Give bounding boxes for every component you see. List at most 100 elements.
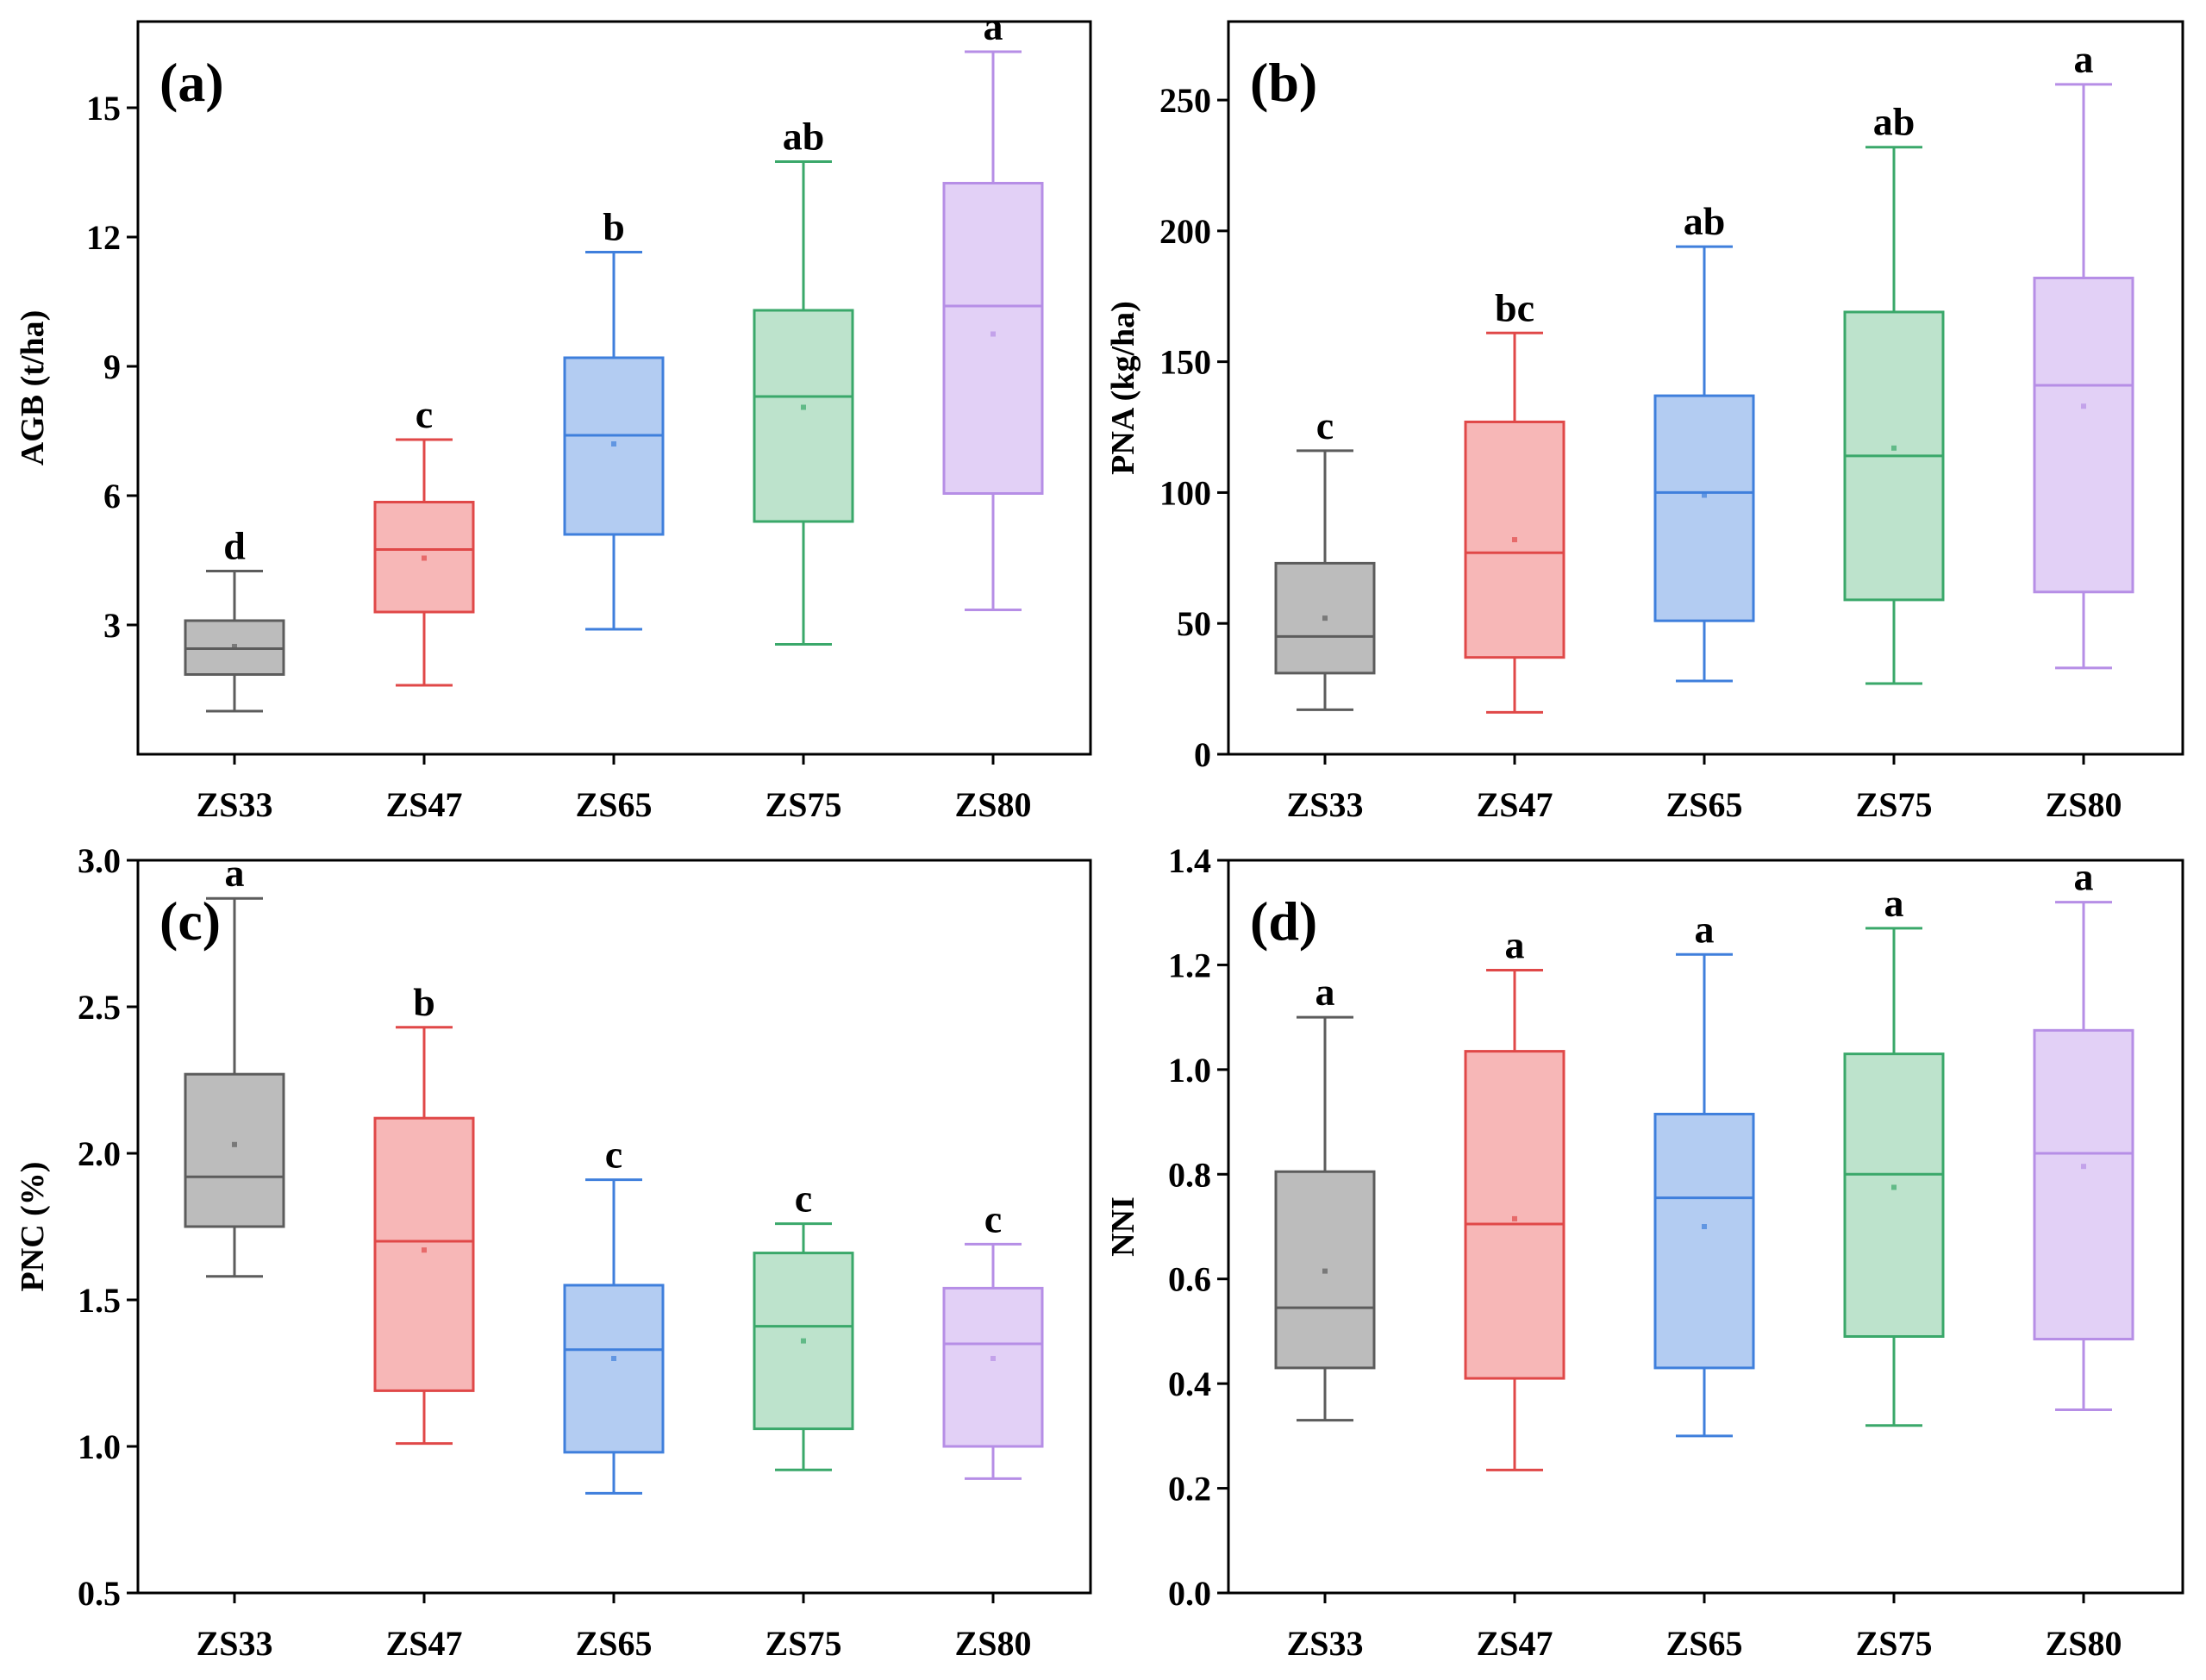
mean-marker [801,404,806,410]
iqr-box [2033,1028,2134,1341]
box-zs75: ab [753,115,854,646]
y-tick-label: 150 [1159,343,1211,382]
x-tick-label: ZS80 [2046,1624,2122,1663]
iqr-box [942,182,1044,495]
box-zs65: c [563,1133,665,1495]
mean-marker [1891,1184,1897,1190]
mean-marker [611,441,616,447]
mean-marker [2081,1164,2086,1170]
x-tick-label: ZS65 [576,1624,653,1663]
iqr-box [1653,1112,1755,1370]
y-tick-label: 3.0 [78,841,121,880]
panel-label: (b) [1250,52,1317,113]
significance-label: a [1315,970,1335,1014]
x-tick-label: ZS75 [766,785,842,824]
mean-marker [611,1356,616,1361]
box-zs80: a [2033,855,2134,1411]
iqr-box [942,1286,1044,1448]
y-tick-label: 200 [1159,212,1211,251]
x-tick-label: ZS75 [1856,785,1933,824]
y-tick-label: 100 [1159,473,1211,512]
panel-label: (c) [159,890,221,952]
iqr-box [1653,394,1755,622]
iqr-box [1843,1052,1945,1338]
y-tick-label: 1.2 [1168,946,1211,984]
mean-marker [232,644,237,649]
significance-label: a [225,851,245,895]
x-tick-label: ZS33 [197,1624,273,1663]
x-tick-label: ZS33 [1287,1624,1364,1663]
y-tick-label: 3 [103,606,121,645]
significance-label: c [984,1196,1002,1240]
mean-marker [991,331,996,337]
box-zs75: ab [1843,100,1945,685]
iqr-box [1464,1050,1565,1380]
x-tick-label: ZS75 [1856,1624,1933,1663]
iqr-box [753,309,854,523]
x-tick-label: ZS47 [386,1624,463,1663]
mean-marker [422,555,427,561]
y-tick-label: 0.2 [1168,1470,1211,1508]
box-zs33: c [1274,403,1376,711]
y-tick-label: 2.0 [78,1134,121,1173]
box-zs65: b [563,205,665,631]
mean-marker [422,1247,427,1253]
mean-marker [2081,403,2086,409]
box-zs47: a [1464,923,1565,1471]
y-tick-label: 1.0 [78,1427,121,1466]
significance-label: c [795,1177,812,1221]
x-tick-label: ZS47 [386,785,463,824]
y-tick-label: 0.0 [1168,1574,1211,1613]
y-axis-title: NNI [1105,1196,1141,1257]
mean-marker [991,1356,996,1361]
y-tick-label: 9 [103,347,121,386]
x-tick-label: ZS47 [1477,785,1553,824]
x-tick-label: ZS80 [955,1624,1032,1663]
x-tick-label: ZS65 [576,785,653,824]
mean-marker [232,1141,237,1147]
y-tick-label: 1.0 [1168,1051,1211,1090]
box-zs75: a [1843,881,1945,1427]
panel-label: (a) [159,52,224,113]
significance-label: ab [1684,199,1726,243]
y-axis-title: PNC (%) [15,1162,51,1292]
significance-label: b [603,205,625,249]
mean-marker [1702,1224,1707,1229]
significance-label: b [413,980,435,1024]
significance-label: bc [1495,285,1534,329]
mean-marker [1322,1268,1328,1274]
y-tick-label: 1.4 [1168,841,1211,880]
panel-b: 0 50 100 150 200 250 PNA (kg/ha) (b) c ZS33 bc ZS47… [1105,20,2184,824]
y-axis-title: AGB (t/ha) [15,310,51,466]
box-zs65: ab [1653,199,1755,683]
panel-d: 0.0 0.2 0.4 0.6 0.8 1.0 1.2 1.4 NNI (d) a ZS33 a ZS47… [1105,841,2184,1663]
x-tick-label: ZS75 [766,1624,842,1663]
y-tick-label: 0.5 [78,1574,121,1613]
box-zs75: c [753,1177,854,1471]
box-zs47: b [373,980,475,1446]
iqr-box [184,1072,285,1228]
mean-marker [1702,492,1707,498]
iqr-box [373,1116,475,1392]
significance-label: a [1505,923,1525,967]
y-tick-label: 50 [1177,604,1211,643]
box-zs65: a [1653,907,1755,1438]
box-zs80: a [942,4,1044,611]
significance-label: a [1695,907,1715,951]
y-axis-title: PNA (kg/ha) [1105,301,1141,475]
y-tick-label: 6 [103,477,121,515]
box-zs80: a [2033,37,2134,670]
significance-label: c [1316,403,1334,447]
y-tick-label: 0 [1194,735,1211,774]
x-tick-label: ZS33 [197,785,273,824]
x-tick-label: ZS47 [1477,1624,1553,1663]
mean-marker [1512,537,1517,543]
box-zs47: c [373,392,475,687]
y-tick-label: 250 [1159,81,1211,120]
significance-label: c [605,1133,622,1177]
box-zs33: d [184,524,285,713]
mean-marker [1322,615,1328,621]
significance-label: a [2074,37,2094,81]
panel-c: 0.5 1.0 1.5 2.0 2.5 3.0 PNC (%) (c)a ZS33 b ZS47 c Z… [15,841,1092,1663]
